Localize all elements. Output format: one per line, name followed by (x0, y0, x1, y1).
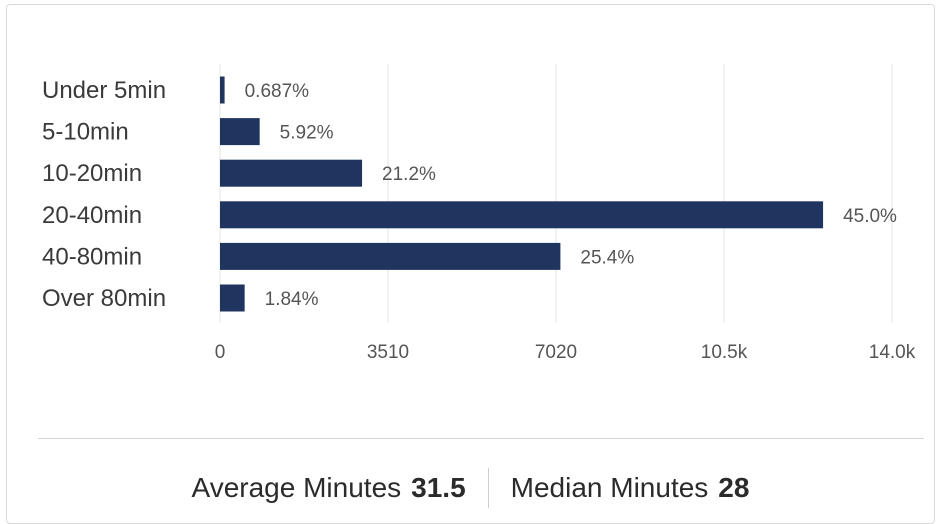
value-label: 45.0% (843, 206, 897, 227)
category-label: 5-10min (42, 119, 129, 146)
value-label: 5.92% (280, 123, 334, 144)
median-minutes-stat: Median Minutes 28 (489, 472, 772, 504)
bar (220, 76, 225, 104)
value-label: 1.84% (265, 289, 319, 310)
category-label: Over 80min (42, 285, 166, 312)
summary-footer: Average Minutes 31.5 Median Minutes 28 (0, 466, 941, 510)
category-label: 20-40min (42, 202, 142, 229)
bar (220, 159, 363, 187)
median-minutes-value: 28 (718, 472, 750, 503)
commute-time-bar-chart: 0 3510 7020 10.5k 14.0k Under 5min 0.687% 5-10m… (42, 64, 916, 363)
x-tick-label: 3510 (367, 342, 409, 363)
bar (220, 284, 245, 312)
x-tick-label: 10.5k (701, 342, 748, 363)
category-label: 10-20min (42, 160, 142, 187)
value-label: 25.4% (580, 247, 634, 268)
x-tick-label: 0 (215, 342, 226, 363)
bar (220, 242, 561, 270)
category-label: Under 5min (42, 77, 166, 104)
average-minutes-stat: Average Minutes 31.5 (170, 472, 488, 504)
value-label: 21.2% (382, 164, 436, 185)
bar (220, 118, 260, 146)
median-minutes-label: Median Minutes (510, 472, 709, 503)
divider (38, 438, 924, 439)
bar (220, 201, 824, 229)
category-label: 40-80min (42, 243, 142, 270)
average-minutes-value: 31.5 (411, 472, 466, 503)
value-label: 0.687% (245, 81, 310, 102)
x-tick-label: 7020 (535, 342, 577, 363)
x-tick-label: 14.0k (869, 342, 916, 363)
stat-separator (487, 468, 489, 508)
average-minutes-label: Average Minutes (191, 472, 402, 503)
